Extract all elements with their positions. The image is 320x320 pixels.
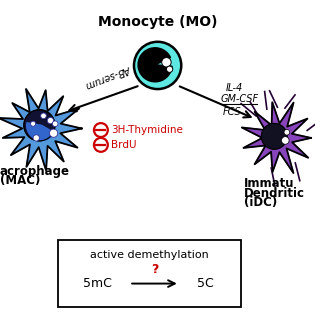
- Polygon shape: [242, 102, 311, 173]
- Text: Dendritic: Dendritic: [244, 187, 305, 200]
- Circle shape: [94, 138, 108, 152]
- Circle shape: [33, 135, 39, 141]
- Circle shape: [94, 123, 108, 137]
- Text: (iDC): (iDC): [244, 196, 277, 209]
- Circle shape: [24, 110, 55, 141]
- Circle shape: [134, 42, 181, 89]
- Circle shape: [284, 129, 290, 135]
- Text: 5mC: 5mC: [83, 277, 112, 290]
- Wedge shape: [138, 48, 172, 82]
- Text: acrophage: acrophage: [0, 165, 70, 178]
- Circle shape: [50, 129, 58, 137]
- Text: Monocyte (MO): Monocyte (MO): [98, 14, 217, 28]
- Text: 3H-Thymidine: 3H-Thymidine: [111, 125, 183, 135]
- Circle shape: [261, 123, 287, 149]
- Text: GM-CSF: GM-CSF: [221, 94, 259, 104]
- Polygon shape: [0, 89, 82, 171]
- Text: active demethylation: active demethylation: [90, 250, 209, 260]
- FancyBboxPatch shape: [58, 240, 241, 307]
- Circle shape: [162, 58, 171, 67]
- Circle shape: [31, 121, 36, 126]
- Text: 5C: 5C: [196, 277, 213, 290]
- Text: ?: ?: [151, 263, 158, 276]
- Text: AB-serum: AB-serum: [85, 63, 133, 90]
- Text: FCS: FCS: [222, 107, 241, 116]
- Wedge shape: [27, 123, 55, 140]
- Circle shape: [282, 137, 289, 144]
- Text: IL-4: IL-4: [226, 83, 243, 93]
- Text: Immatu: Immatu: [244, 177, 295, 190]
- Circle shape: [166, 66, 173, 72]
- Text: BrdU: BrdU: [111, 140, 136, 150]
- Text: (MAC): (MAC): [0, 174, 40, 187]
- Circle shape: [47, 117, 53, 124]
- Circle shape: [41, 113, 46, 119]
- Circle shape: [52, 121, 58, 127]
